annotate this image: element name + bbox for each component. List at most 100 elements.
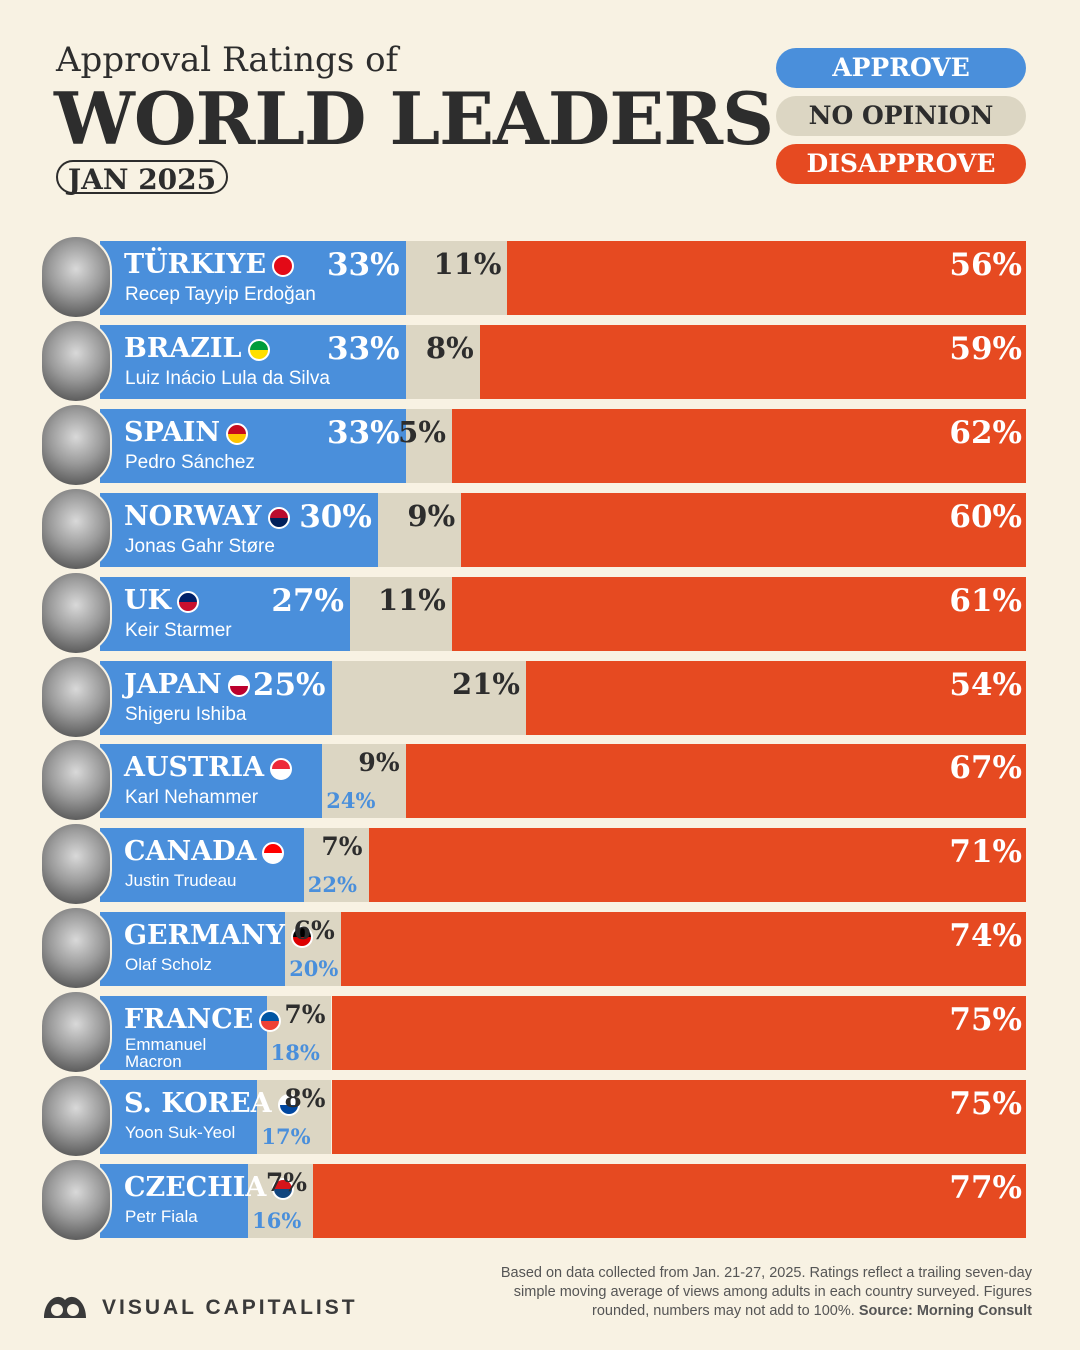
approve-value-label: 33%: [326, 331, 400, 367]
country-name: S. KOREA: [124, 1088, 272, 1119]
leader-photo: [40, 990, 112, 1074]
bar-no-opinion: [377, 493, 462, 567]
bar-approve: [100, 661, 332, 735]
country-name: NORWAY: [124, 501, 262, 532]
bar-row: JAPAN Shigeru Ishiba 25% 21% 54%: [0, 655, 1080, 739]
country-label: BRAZIL: [124, 333, 270, 364]
bar-no-opinion: [405, 241, 508, 315]
leader-photo: [40, 487, 112, 571]
bar-row: FRANCE Emmanuel Macron 18% 7% 75%: [0, 990, 1080, 1074]
country-label: SPAIN: [124, 417, 249, 448]
country-label: UK: [124, 585, 200, 616]
leader-photo: [40, 235, 112, 319]
country-label: NORWAY: [124, 501, 290, 532]
visual-capitalist-logo-icon: [44, 1296, 86, 1318]
country-name: CANADA: [124, 836, 257, 867]
bar-approve: [100, 1164, 249, 1238]
flag-icon: [270, 757, 293, 780]
disapprove-value-label: 71%: [949, 834, 1022, 870]
bar-approve: [100, 912, 286, 986]
brand-name: VISUAL CAPITALIST: [102, 1296, 358, 1319]
approve-value-label: 22%: [307, 872, 357, 897]
bar-row: NORWAY Jonas Gahr Støre 30% 9% 60%: [0, 487, 1080, 571]
leader-name: Pedro Sánchez: [125, 452, 255, 473]
chart-subtitle: Approval Ratings of: [56, 40, 399, 80]
no-opinion-value-label: 11%: [433, 247, 502, 281]
bar-no-opinion: [257, 1080, 332, 1154]
leader-name: Keir Starmer: [125, 620, 232, 641]
leader-name: Emmanuel Macron: [125, 1035, 207, 1071]
legend-approve: APPROVE: [776, 48, 1026, 88]
disapprove-value-label: 75%: [949, 1086, 1022, 1122]
country-name: CZECHIA: [124, 1172, 267, 1203]
approve-value-label: 30%: [299, 499, 372, 535]
legend-no-opinion: NO OPINION: [776, 96, 1026, 136]
approve-value-label: 33%: [326, 247, 400, 283]
no-opinion-value-label: 6%: [293, 916, 335, 945]
country-name: UK: [124, 585, 172, 616]
bar-disapprove: [340, 912, 1026, 986]
bar-row: CZECHIA Petr Fiala 16% 7% 77%: [0, 1158, 1080, 1242]
country-name: TÜRKIYE: [124, 249, 267, 280]
no-opinion-value-label: 21%: [452, 667, 520, 701]
leader-photo: [40, 738, 112, 822]
bar-disapprove: [451, 409, 1026, 483]
leader-name: Petr Fiala: [125, 1207, 198, 1226]
footer-note: Based on data collected from Jan. 21-27,…: [472, 1264, 1032, 1321]
bar-approve: [100, 828, 304, 902]
bar-disapprove: [368, 828, 1026, 902]
bar-approve: [100, 744, 323, 818]
legend-disapprove: DISAPPROVE: [776, 144, 1026, 184]
bar-no-opinion: [350, 577, 452, 651]
disapprove-value-label: 56%: [949, 247, 1022, 283]
approve-value-label: 18%: [270, 1040, 320, 1065]
leader-photo: [40, 906, 112, 990]
leader-photo: [40, 403, 112, 487]
flag-icon: [272, 254, 295, 277]
leader-name: Karl Nehammer: [125, 787, 259, 808]
bar-row: AUSTRIA Karl Nehammer 24% 9% 67%: [0, 738, 1080, 822]
leader-name: Jonas Gahr Støre: [125, 536, 275, 557]
leader-photo: [40, 655, 112, 739]
flag-icon: [272, 1177, 295, 1200]
bar-row: BRAZIL Luiz Inácio Lula da Silva 33% 8% 59%: [0, 319, 1080, 403]
disapprove-value-label: 75%: [949, 1002, 1022, 1038]
bar-no-opinion: [248, 1164, 313, 1238]
bar-approve: [100, 241, 406, 315]
disapprove-value-label: 62%: [949, 415, 1022, 451]
flag-icon: [247, 338, 270, 361]
bar-row: GERMANY Olaf Scholz 20% 6% 74%: [0, 906, 1080, 990]
no-opinion-value-label: 9%: [407, 499, 456, 533]
country-label: TÜRKIYE: [124, 249, 295, 280]
bar-row: CANADA Justin Trudeau 22% 7% 71%: [0, 822, 1080, 906]
country-name: JAPAN: [124, 669, 222, 700]
no-opinion-value-label: 7%: [321, 832, 363, 861]
bar-no-opinion: [405, 409, 452, 483]
leader-name: Luiz Inácio Lula da Silva: [125, 368, 330, 389]
flag-icon: [227, 674, 250, 697]
leader-name: Justin Trudeau: [125, 871, 237, 890]
leader-photo: [40, 1158, 112, 1242]
date-badge: JAN 2025: [56, 160, 228, 196]
bar-no-opinion: [322, 744, 406, 818]
leader-photo: [40, 822, 112, 906]
approve-value-label: 17%: [261, 1124, 311, 1149]
no-opinion-value-label: 7%: [284, 1000, 326, 1029]
approve-value-label: 27%: [271, 583, 345, 619]
approve-value-label: 16%: [252, 1208, 302, 1233]
disapprove-value-label: 67%: [949, 750, 1022, 786]
bar-approve: [100, 325, 406, 399]
approve-value-label: 20%: [289, 956, 339, 981]
country-name: SPAIN: [124, 417, 221, 448]
country-label: JAPAN: [124, 669, 250, 700]
flag-icon: [226, 422, 249, 445]
bar-disapprove: [507, 241, 1026, 315]
bar-disapprove: [331, 996, 1026, 1070]
no-opinion-value-label: 8%: [284, 1084, 326, 1113]
chart-title: WORLD LEADERS: [54, 76, 774, 161]
approve-value-label: 33%: [326, 415, 400, 451]
bar-disapprove: [525, 661, 1026, 735]
no-opinion-value-label: 8%: [425, 331, 474, 365]
leader-photo: [40, 319, 112, 403]
approve-value-label: 24%: [326, 788, 376, 813]
